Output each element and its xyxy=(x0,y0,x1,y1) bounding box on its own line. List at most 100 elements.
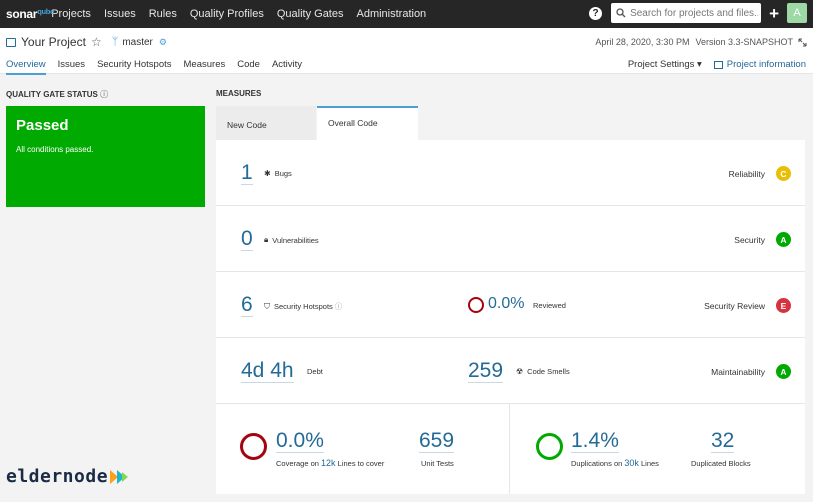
duplications-label-prefix: Duplications on xyxy=(571,459,623,468)
lines-to-cover-link[interactable]: 12k xyxy=(321,458,336,468)
duplications-label: Duplications on 30k Lines xyxy=(571,458,659,468)
global-search[interactable] xyxy=(611,3,762,23)
maintainability-label: Maintainability xyxy=(711,367,765,377)
help-circle-icon[interactable]: ⓘ xyxy=(334,302,343,311)
branch-icon: ᛘ xyxy=(111,36,119,48)
project-actions: Project Settings ▾ Project information xyxy=(628,59,806,70)
branch-settings-icon[interactable]: ⚙ xyxy=(158,36,167,47)
nav-projects[interactable]: Projects xyxy=(51,8,91,20)
vulnerabilities-row: 0 🔒︎ Vulnerabilities Security A xyxy=(216,206,805,272)
watermark-arrow-logo xyxy=(110,469,129,484)
reliability-label: Reliability xyxy=(728,169,765,179)
duplications-label-suffix: Lines xyxy=(640,459,659,468)
security-review-label: Security Review xyxy=(704,301,765,311)
measures-tabs: New Code Overall Code xyxy=(216,106,805,140)
quality-gate-status: Passed xyxy=(16,117,69,134)
coverage-value[interactable]: 0.0% xyxy=(276,429,324,453)
nav-quality-gates[interactable]: Quality Gates xyxy=(276,8,344,20)
hotspots-row: 6 ⛉ Security Hotspots ⓘ 0.0% Reviewed Sec… xyxy=(216,272,805,338)
tab-security-hotspots[interactable]: Security Hotspots xyxy=(97,59,172,70)
code-smells-label: ☢ Code Smells xyxy=(516,367,570,376)
measures-panel: 1 ✱ Bugs Reliability C 0 🔒︎ Vulnerabilitie… xyxy=(216,140,805,494)
eldernode-watermark: eldernode xyxy=(6,466,130,487)
favorite-star-icon[interactable]: ☆ xyxy=(90,35,102,49)
lock-icon: 🔒︎ xyxy=(264,235,269,244)
maintainability-row: 4d 4h Debt 259 ☢ Code Smells Maintainabil… xyxy=(216,338,805,404)
expand-arrows-icon[interactable] xyxy=(798,37,807,47)
project-settings-label: Project Settings xyxy=(627,59,695,70)
reliability-rating-badge[interactable]: C xyxy=(776,166,791,181)
quality-gate-title: QUALITY GATE STATUS ⓘ xyxy=(6,89,108,100)
debt-value[interactable]: 4d 4h xyxy=(241,359,294,383)
duplication-lines-link[interactable]: 30k xyxy=(624,458,639,468)
code-smells-value[interactable]: 259 xyxy=(468,359,504,383)
quality-gate-status-box: Passed All conditions passed. xyxy=(6,106,205,207)
reviewed-value[interactable]: 0.0% xyxy=(488,295,525,312)
shield-icon: ⛉ xyxy=(264,301,270,311)
project-name[interactable]: Your Project xyxy=(21,35,86,49)
tab-overall-code[interactable]: Overall Code xyxy=(317,106,418,140)
sonarqube-logo[interactable]: sonar qube xyxy=(6,7,54,21)
project-information-label: Project information xyxy=(726,59,806,70)
hotspots-label: ⛉ Security Hotspots ⓘ xyxy=(264,301,342,312)
security-label: Security xyxy=(734,235,765,245)
duplications-value[interactable]: 1.4% xyxy=(571,429,619,453)
help-circle-icon[interactable]: ⓘ xyxy=(100,90,109,99)
unit-tests-value[interactable]: 659 xyxy=(419,429,455,453)
security-review-rating-badge[interactable]: E xyxy=(776,298,791,313)
bugs-label: ✱ Bugs xyxy=(264,169,292,178)
vulnerabilities-label: 🔒︎ Vulnerabilities xyxy=(264,235,319,245)
tab-overview[interactable]: Overview xyxy=(6,59,46,75)
reviewed-ring-icon xyxy=(468,297,484,313)
project-tabs: Overview Issues Security Hotspots Measur… xyxy=(6,59,314,75)
analysis-date: April 28, 2020, 3:30 PM xyxy=(595,37,690,47)
bugs-value[interactable]: 1 xyxy=(241,161,253,185)
logo-text-accent: qube xyxy=(37,7,54,16)
hotspots-value[interactable]: 6 xyxy=(241,293,253,317)
tab-measures[interactable]: Measures xyxy=(183,59,226,70)
search-icon xyxy=(616,8,626,18)
help-icon[interactable]: ? xyxy=(589,6,603,20)
tab-new-code[interactable]: New Code xyxy=(216,106,316,140)
search-input[interactable] xyxy=(630,7,759,19)
project-icon xyxy=(6,37,16,47)
project-version: Version 3.3-SNAPSHOT xyxy=(695,37,793,47)
bug-icon: ✱ xyxy=(264,169,271,178)
bugs-row: 1 ✱ Bugs Reliability C xyxy=(216,140,805,206)
nav-quality-profiles[interactable]: Quality Profiles xyxy=(189,8,264,20)
maintainability-rating-badge[interactable]: A xyxy=(776,364,791,379)
watermark-text: eldernode xyxy=(6,466,109,487)
duplicated-blocks-value[interactable]: 32 xyxy=(711,429,735,453)
coverage-label: Coverage on 12k Lines to cover xyxy=(276,458,384,468)
nav-rules[interactable]: Rules xyxy=(148,8,177,20)
unit-tests-label: Unit Tests xyxy=(421,459,454,468)
project-information-link[interactable]: Project information xyxy=(713,59,806,70)
vulnerabilities-label-text: Vulnerabilities xyxy=(272,235,319,245)
add-icon[interactable]: + xyxy=(769,3,779,23)
nav-right-group: ? + A xyxy=(589,3,807,23)
vulnerabilities-value[interactable]: 0 xyxy=(241,227,253,251)
top-navigation-bar: sonar qube Projects Issues Rules Quality … xyxy=(0,0,813,28)
info-panel-icon xyxy=(713,60,723,69)
project-header: Your Project ☆ ᛘ master ⚙ April 28, 2020… xyxy=(0,28,813,75)
hotspots-label-text: Security Hotspots xyxy=(274,302,333,311)
project-title-row: Your Project ☆ ᛘ master ⚙ xyxy=(6,35,167,49)
security-rating-badge[interactable]: A xyxy=(776,232,791,247)
coverage-label-suffix: Lines to cover xyxy=(337,459,385,468)
duplicated-blocks-label: Duplicated Blocks xyxy=(691,459,751,468)
user-avatar[interactable]: A xyxy=(787,3,807,23)
code-smells-label-text: Code Smells xyxy=(527,367,570,376)
column-divider xyxy=(509,404,510,494)
bugs-label-text: Bugs xyxy=(274,169,292,178)
reviewed-label: Reviewed xyxy=(533,301,566,310)
branch-name[interactable]: master xyxy=(122,36,153,48)
project-settings-dropdown[interactable]: Project Settings ▾ xyxy=(628,59,702,70)
tab-activity[interactable]: Activity xyxy=(271,59,303,70)
tab-issues[interactable]: Issues xyxy=(57,59,86,70)
tab-code[interactable]: Code xyxy=(237,59,260,70)
nav-issues[interactable]: Issues xyxy=(103,8,136,20)
nav-administration[interactable]: Administration xyxy=(356,8,427,20)
project-meta: April 28, 2020, 3:30 PM Version 3.3-SNAP… xyxy=(595,37,807,47)
logo-text: sonar xyxy=(6,7,38,21)
coverage-label-prefix: Coverage on xyxy=(276,459,319,468)
